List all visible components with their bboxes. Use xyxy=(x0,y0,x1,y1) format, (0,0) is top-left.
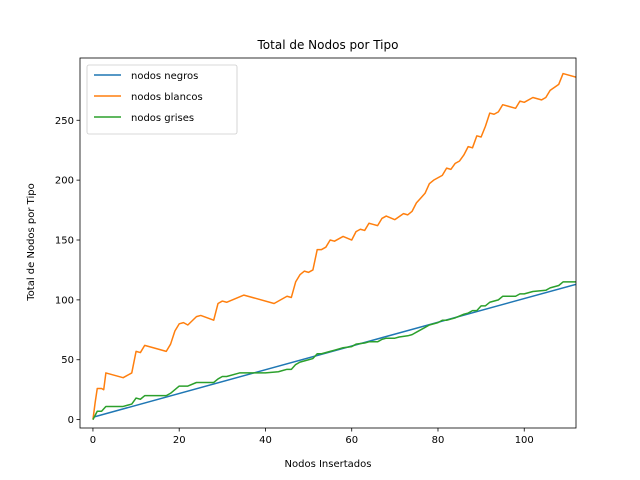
y-tick-label: 50 xyxy=(61,355,74,366)
series-line-nodos-blancos xyxy=(92,72,576,420)
legend-label: nodos blancos xyxy=(131,92,203,103)
legend-frame xyxy=(86,64,238,135)
y-axis-label: Total de Nodos por Tipo xyxy=(26,183,37,301)
x-tick-label: 60 xyxy=(345,435,358,446)
y-tick-label: 150 xyxy=(55,236,74,247)
x-tick-label: 100 xyxy=(515,435,534,446)
x-tick-label: 40 xyxy=(259,435,272,446)
y-tick-label: 200 xyxy=(55,176,74,187)
y-tick-label: 250 xyxy=(55,116,74,127)
x-tick-label: 80 xyxy=(432,435,445,446)
legend-label: nodos grises xyxy=(131,113,194,124)
chart-title: Total de Nodos por Tipo xyxy=(257,38,399,52)
x-axis-label: Nodos Insertados xyxy=(285,459,372,470)
axes: 0 20 40 60 80 100 0 50 100 150 200 250 xyxy=(55,57,577,446)
axes-frame xyxy=(79,57,577,429)
series-line-nodos-grises xyxy=(92,281,576,420)
x-tick-label: 20 xyxy=(173,435,186,446)
y-tick-label: 100 xyxy=(55,295,74,306)
y-tick-label: 0 xyxy=(68,415,74,426)
x-tick-label: 0 xyxy=(90,435,96,446)
legend: nodos negros nodos blancos nodos grises xyxy=(86,64,238,135)
plot-area xyxy=(92,72,576,420)
legend-label: nodos negros xyxy=(131,71,198,82)
